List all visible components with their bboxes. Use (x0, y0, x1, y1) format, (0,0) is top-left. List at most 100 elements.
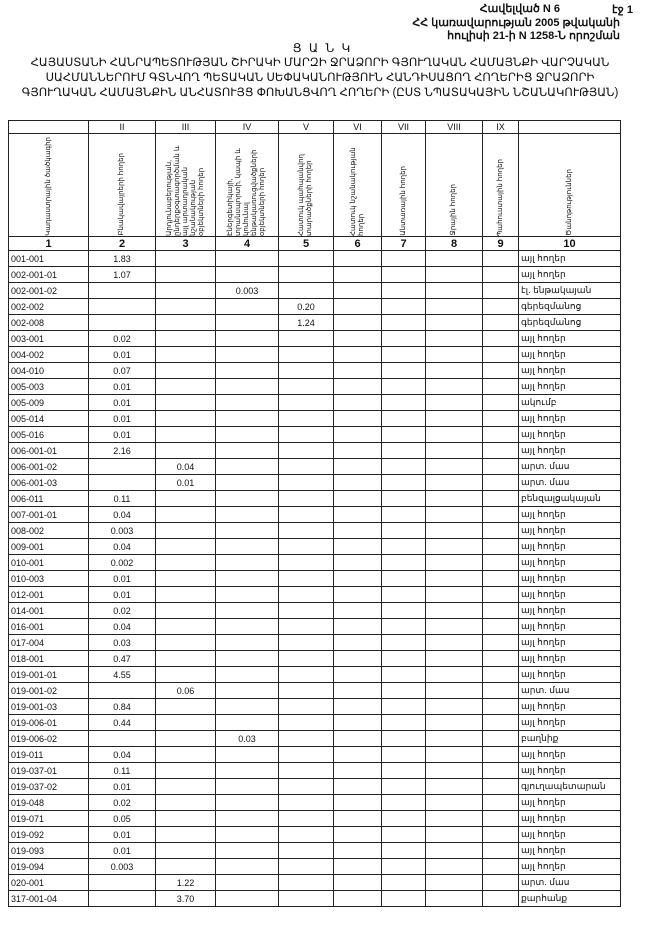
note-cell: այլ հողեր (518, 506, 621, 523)
area-cell: 0.04 (88, 746, 156, 763)
table-row: 019-092 0.01 այլ հողեր (8, 826, 621, 843)
area-cell (155, 378, 216, 395)
area-cell (155, 570, 216, 587)
table-row: 005-014 0.01 այլ հողեր (8, 410, 621, 427)
column-number-cell: 5 (278, 236, 334, 251)
roman-numeral-cell: II (88, 120, 156, 134)
table-row: 006-001-02 0.04 արտ. մաս (8, 458, 621, 475)
area-cell (215, 458, 279, 475)
note-cell: այլ հողեր (518, 650, 621, 667)
area-cell (381, 618, 426, 635)
column-header: Ջրային հողեր (425, 133, 483, 237)
area-cell (215, 682, 279, 699)
area-cell (215, 698, 279, 715)
cadastral-code-cell: 019-011 (8, 746, 89, 763)
area-cell: 0.11 (88, 762, 156, 779)
area-cell (381, 378, 426, 395)
column-number-row: 1 2 3 4 5 6 7 8 9 10 (8, 236, 621, 251)
cadastral-code-cell: 012-001 (8, 586, 89, 603)
area-cell (425, 282, 483, 299)
cadastral-code-cell: 001-001 (8, 250, 89, 267)
roman-numeral-cell: VI (333, 120, 382, 134)
column-number-cell: 6 (333, 236, 382, 251)
area-cell (381, 650, 426, 667)
cadastral-code-cell: 002-008 (8, 314, 89, 331)
area-cell (381, 266, 426, 283)
note-cell: այլ հողեր (518, 666, 621, 683)
area-cell (425, 794, 483, 811)
area-cell (425, 410, 483, 427)
area-cell (155, 538, 216, 555)
area-cell (215, 762, 279, 779)
area-cell (381, 858, 426, 875)
cadastral-code-cell: 008-002 (8, 522, 89, 539)
note-cell: այլ հողեր (518, 330, 621, 347)
cadastral-code-cell: 019-006-02 (8, 730, 89, 747)
table-row: 317-001-04 3.70 քարհանք (8, 890, 621, 907)
area-cell (215, 538, 279, 555)
area-cell: 0.05 (88, 810, 156, 827)
area-cell: 0.01 (88, 778, 156, 795)
note-cell: այլ հողեր (518, 378, 621, 395)
cadastral-code-cell: 007-001-01 (8, 506, 89, 523)
area-cell (482, 666, 519, 683)
note-cell: այլ հողեր (518, 842, 621, 859)
note-cell: էլ. ենթակայան (518, 282, 621, 299)
area-cell (155, 714, 216, 731)
note-cell: արտ. մաս (518, 474, 621, 491)
area-cell (215, 778, 279, 795)
area-cell (482, 762, 519, 779)
area-cell (278, 858, 334, 875)
area-cell (278, 698, 334, 715)
cadastral-code-cell: 003-001 (8, 330, 89, 347)
area-cell (155, 778, 216, 795)
area-cell (425, 842, 483, 859)
area-cell (215, 506, 279, 523)
area-cell (333, 682, 382, 699)
area-cell (482, 826, 519, 843)
area-cell (381, 458, 426, 475)
area-cell (425, 378, 483, 395)
area-cell (425, 298, 483, 315)
area-cell (381, 714, 426, 731)
area-cell (425, 490, 483, 507)
area-cell (482, 410, 519, 427)
note-cell: բենզալցակայան (518, 490, 621, 507)
area-cell (155, 746, 216, 763)
area-cell: 0.20 (278, 298, 334, 315)
area-cell (425, 698, 483, 715)
column-header-text: Արդյունաբերության, ընդերքօգտագործման և ա… (165, 145, 205, 236)
area-cell (381, 490, 426, 507)
area-cell (381, 298, 426, 315)
area-cell (278, 506, 334, 523)
table-row: 001-001 1.83 այլ հողեր (8, 250, 621, 267)
table-row: 019-048 0.02 այլ հողեր (8, 794, 621, 811)
note-cell: այլ հողեր (518, 538, 621, 555)
area-cell (333, 634, 382, 651)
area-cell (381, 730, 426, 747)
column-header: Ծանոթություններ (518, 133, 621, 237)
note-cell: գերեզմանոց (518, 314, 621, 331)
area-cell (333, 746, 382, 763)
column-header-text: Կադաստրային ծածկագիր (44, 137, 52, 236)
roman-numeral-cell: IX (482, 120, 519, 134)
area-cell (482, 586, 519, 603)
table-row: 019-037-02 0.01 գյուղապետարան (8, 778, 621, 795)
cadastral-code-cell: 005-003 (8, 378, 89, 395)
cadastral-code-cell: 017-004 (8, 634, 89, 651)
area-cell (381, 314, 426, 331)
area-cell (482, 394, 519, 411)
area-cell (215, 314, 279, 331)
cadastral-code-cell: 019-037-01 (8, 762, 89, 779)
area-cell (482, 746, 519, 763)
area-cell: 1.83 (88, 250, 156, 267)
area-cell (155, 666, 216, 683)
area-cell: 0.11 (88, 490, 156, 507)
area-cell: 0.01 (88, 426, 156, 443)
note-cell: այլ հողեր (518, 554, 621, 571)
area-cell (333, 586, 382, 603)
note-cell: արտ. մաս (518, 682, 621, 699)
area-cell: 0.03 (88, 634, 156, 651)
note-cell: այլ հողեր (518, 602, 621, 619)
area-cell (425, 682, 483, 699)
